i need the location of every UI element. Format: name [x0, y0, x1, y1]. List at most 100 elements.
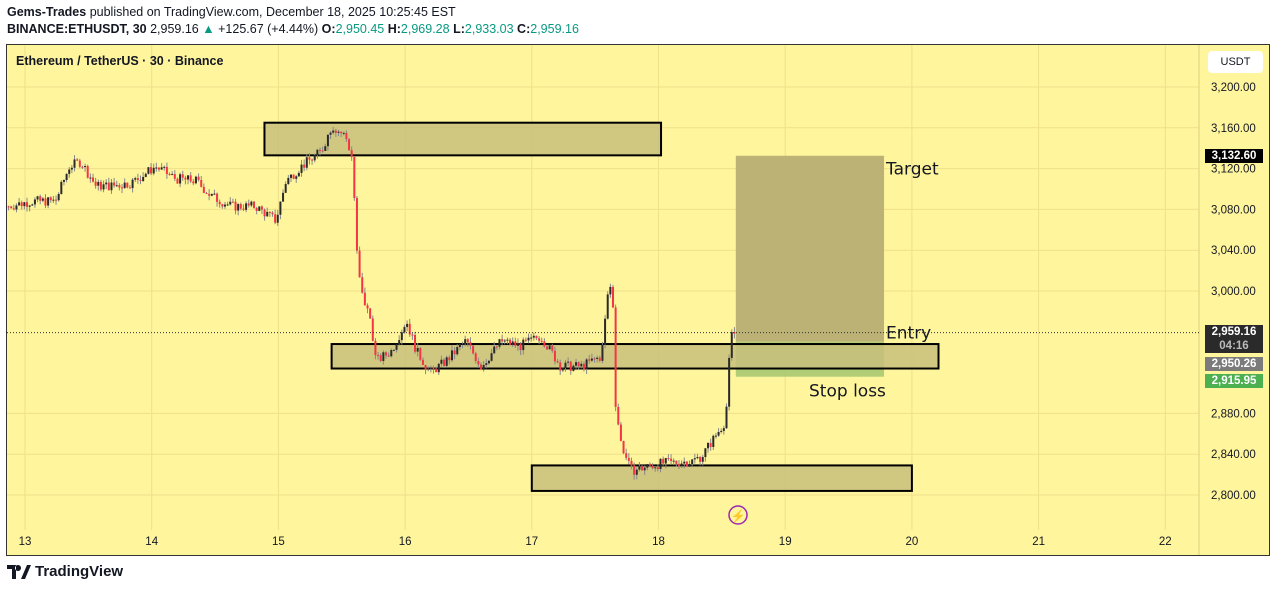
open-value: 2,950.45 [335, 22, 385, 36]
y-tick-label: 3,160.00 [1211, 123, 1256, 135]
lightning-icon [728, 505, 748, 525]
candle-body [218, 201, 221, 205]
candle-body [266, 211, 269, 217]
candle-body [297, 172, 300, 177]
candle-body [593, 358, 596, 360]
logo-text: TradingView [35, 563, 124, 580]
last-price: 2,959.16 [150, 22, 199, 36]
candle-body [329, 132, 332, 135]
candle-body [76, 159, 79, 161]
candle-body [654, 467, 657, 469]
candle-body [596, 357, 599, 359]
candle-body [630, 460, 633, 466]
y-tick-label: 3,000.00 [1211, 286, 1256, 298]
candle-body [303, 164, 306, 168]
candle-body [337, 131, 340, 133]
candle-body [216, 193, 219, 202]
candle-body [408, 323, 411, 335]
candle-body [15, 205, 18, 210]
target-label: Target [885, 160, 939, 180]
candle-body [78, 160, 81, 167]
candle-body [49, 197, 52, 201]
supply-demand-zone [530, 464, 913, 492]
candle-body [532, 335, 535, 338]
candle-body [70, 167, 73, 170]
candle-body [445, 357, 448, 366]
candle-body [181, 174, 184, 178]
candle-body [722, 428, 725, 431]
candle-body [47, 197, 50, 206]
candle-body [717, 431, 720, 436]
candle-body [263, 209, 266, 217]
candle-body [353, 156, 356, 198]
candle-body [638, 466, 641, 470]
candle-body [487, 360, 490, 364]
candle-body [134, 178, 137, 180]
candle-body [556, 361, 559, 363]
candle-body [52, 199, 55, 201]
candle-body [635, 469, 638, 475]
candle-body [601, 344, 604, 361]
candle-body [316, 149, 319, 156]
candle-body [229, 201, 232, 205]
candle-body [62, 180, 65, 182]
candle-body [429, 367, 432, 369]
chart-frame[interactable]: 13 14 15 16 17 18 19 20 21 22 3,200.00 3,160.00 3,12… [6, 44, 1270, 556]
candle-body [358, 250, 361, 278]
candle-body [382, 352, 385, 361]
candle-body [519, 343, 522, 351]
candle-body [208, 193, 211, 196]
candle-body [714, 435, 717, 437]
entry-price-label: 2,950.26 [1205, 357, 1263, 371]
candle-body [176, 178, 179, 184]
supply-demand-zone [263, 121, 663, 157]
candle-body [184, 177, 187, 180]
x-tick-label: 22 [1159, 536, 1172, 548]
candle-body [20, 202, 23, 207]
candle-body [707, 442, 710, 449]
candle-body [210, 193, 213, 196]
candle-body [611, 286, 614, 308]
candle-body [326, 134, 329, 147]
candle-body [627, 457, 630, 461]
candle-body [527, 337, 530, 341]
tradingview-logo[interactable]: TradingView [7, 563, 123, 580]
candle-body [546, 346, 549, 350]
candle-body [469, 342, 472, 346]
candle-body [97, 181, 100, 186]
candle-body [406, 323, 409, 328]
candle-body [490, 353, 493, 361]
currency-button[interactable]: USDT [1208, 51, 1263, 73]
candle-body [113, 182, 116, 186]
candle-body [416, 347, 419, 352]
price-chart[interactable]: 13 14 15 16 17 18 19 20 21 22 3,200.00 3,160.00 3,12… [7, 45, 1269, 555]
candle-body [450, 350, 453, 361]
candle-body [332, 130, 335, 133]
target-price-label: 3,132.60 [1205, 149, 1263, 163]
candle-body [503, 340, 506, 342]
x-tick-label: 15 [272, 536, 285, 548]
candle-body [498, 339, 501, 347]
candle-body [305, 157, 308, 168]
candle-body [361, 277, 364, 293]
candle-body [173, 174, 176, 179]
candle-body [7, 206, 10, 208]
candle-body [540, 340, 543, 342]
candle-body [691, 459, 694, 465]
author[interactable]: Gems-Trades [7, 5, 87, 19]
candle-body [12, 208, 15, 210]
candle-body [400, 332, 403, 341]
candle-body [105, 182, 108, 185]
ohlc-info: BINANCE:ETHUSDT, 30 2,959.16 ▲ +125.67 (… [7, 22, 579, 36]
candle-body [538, 338, 541, 341]
candle-body [424, 364, 427, 370]
candle-body [701, 457, 704, 462]
candle-body [588, 359, 591, 361]
candle-body [664, 458, 667, 464]
candle-body [516, 343, 519, 346]
candle-body [559, 362, 562, 371]
candle-body [704, 448, 707, 458]
tv-logo-icon [7, 564, 31, 579]
candle-body [202, 186, 205, 193]
candle-body [641, 466, 644, 471]
